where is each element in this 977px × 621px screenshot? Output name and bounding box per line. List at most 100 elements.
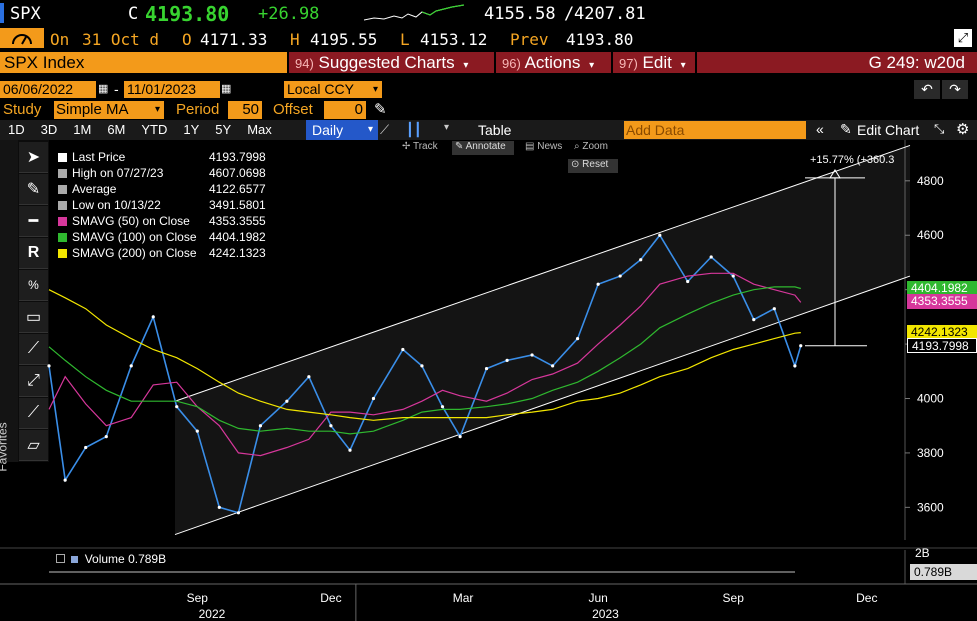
draw-icon[interactable]: ⤡ — [934, 121, 945, 136]
channel-lower-line[interactable] — [174, 275, 911, 536]
rectangle-icon[interactable]: ▭ — [19, 302, 48, 333]
volume-panel — [49, 550, 905, 582]
caret-down-icon[interactable]: ▾ — [444, 122, 450, 133]
frequency-select[interactable]: Daily ▾ — [306, 120, 378, 140]
period-tab-max[interactable]: Max — [247, 122, 272, 137]
period-tab-1m[interactable]: 1M — [73, 122, 92, 137]
price-point — [752, 317, 756, 322]
edit-menu[interactable]: 97) Edit ▾ — [613, 52, 695, 73]
retracement-icon[interactable]: R — [19, 238, 48, 269]
table-button[interactable]: Table — [478, 122, 512, 138]
currency-value: Local CCY — [287, 81, 354, 97]
price-point — [371, 396, 376, 401]
cursor-icon[interactable]: ➤ — [19, 142, 48, 173]
sma200-line — [48, 289, 801, 421]
legend-swatch — [58, 168, 67, 178]
news-tool[interactable]: ▤ News — [525, 141, 563, 152]
start-date-input[interactable]: 06/06/2022 — [0, 81, 96, 98]
volume-legend: Volume 0.789B — [56, 552, 166, 566]
legend-label: High on 07/27/23 — [72, 166, 164, 180]
gear-icon[interactable]: ⚙ — [956, 121, 970, 138]
caret-down-icon: ▾ — [680, 60, 686, 71]
legend-row: SMAVG (200) on Close 4242.1323 — [56, 245, 296, 261]
price-point — [47, 364, 51, 368]
favorites-panel[interactable] — [0, 140, 18, 462]
y-tick-label: 3800 — [917, 446, 944, 460]
legend-row: Low on 10/13/22 3491.5801 — [56, 197, 296, 213]
x-year-label: 2022 — [199, 607, 226, 621]
legend-value: 3491.5801 — [209, 198, 266, 212]
add-data-input[interactable]: Add Data — [624, 121, 806, 139]
period-input[interactable]: 50 — [228, 101, 262, 119]
period-tab-5y[interactable]: 5Y — [215, 122, 232, 137]
reset-tool[interactable]: ⊙ Reset — [568, 159, 618, 173]
trendline-icon[interactable]: ⟋ — [19, 334, 48, 365]
security-field[interactable]: SPX Index — [0, 52, 287, 73]
legend-value: 4193.7998 — [209, 150, 266, 164]
edit-chart-button[interactable]: Edit Chart — [857, 122, 920, 138]
page-code: G 249: w20d — [697, 52, 977, 73]
period-tab-1y[interactable]: 1Y — [183, 122, 200, 137]
price-point — [618, 274, 622, 278]
suggested-charts-menu[interactable]: 94) Suggested Charts ▾ — [289, 52, 494, 73]
gauge-icon[interactable] — [0, 28, 44, 48]
price-point — [484, 366, 489, 371]
price-line — [48, 233, 802, 514]
ray-icon[interactable]: ⟋ — [19, 398, 48, 429]
legend-value: 4404.1982 — [209, 230, 266, 244]
x-month-label: Sep — [723, 591, 745, 605]
pencil-icon[interactable]: ✎ — [374, 101, 387, 118]
calendar-icon[interactable]: ▦ — [221, 83, 232, 95]
collapse-icon[interactable]: « — [816, 121, 824, 137]
chart-legend: Last Price 4193.7998 High on 07/27/23 4607.… — [56, 149, 296, 261]
study-value: Simple MA — [56, 101, 129, 118]
study-select[interactable]: Simple MA ▾ — [54, 101, 164, 119]
price-point — [329, 424, 333, 428]
period-tab-6m[interactable]: 6M — [107, 122, 126, 137]
sma100-line — [48, 286, 801, 435]
price-point — [307, 375, 311, 379]
legend-swatch — [58, 152, 67, 162]
x-month-label: Dec — [320, 591, 341, 605]
price-point — [772, 307, 776, 311]
expand-icon[interactable]: ⤢ — [954, 29, 972, 47]
actions-label: Actions — [524, 53, 581, 72]
volume-color-swatch — [71, 556, 79, 563]
drawing-sidebar: Favorites ➤ ✎ ━ R % ▭ ⟋ ⤢ ⟋ ▱ — [0, 140, 49, 472]
line-chart-icon[interactable]: ⟋ — [380, 122, 390, 137]
offset-input[interactable]: 0 — [324, 101, 366, 119]
horizontal-line-icon[interactable]: ━ — [19, 206, 48, 237]
price-point — [596, 282, 600, 286]
edit-chart-pencil-icon[interactable]: ✎ — [840, 121, 852, 137]
date-bar: 06/06/2022 ▦ - 11/01/2023 ▦ Local CCY ▾ … — [0, 79, 977, 100]
title-bar: SPX Index 94) Suggested Charts ▾ 96) Act… — [0, 50, 977, 74]
price-point — [658, 233, 662, 237]
percent-measure-icon[interactable]: % — [19, 270, 48, 301]
period-tab-3d[interactable]: 3D — [40, 122, 58, 137]
currency-select[interactable]: Local CCY ▾ — [284, 81, 382, 98]
y-tick-label: 3600 — [917, 500, 944, 514]
zoom-label: Zoom — [582, 141, 608, 152]
candle-chart-icon[interactable]: ┃┃ — [406, 122, 422, 137]
channel-upper-line[interactable] — [174, 144, 911, 402]
actions-menu[interactable]: 96) Actions ▾ — [496, 52, 611, 73]
annotate-label: Annotate — [465, 141, 506, 152]
zoom-tool[interactable]: ⌕ Zoom — [574, 141, 608, 152]
redo-icon[interactable]: ↷ — [942, 80, 968, 99]
undo-icon[interactable]: ↶ — [914, 80, 940, 99]
legend-row: High on 07/27/23 4607.0698 — [56, 165, 296, 181]
pen-icon[interactable]: ✎ — [19, 174, 48, 205]
arrow-line-icon[interactable]: ⤢ — [19, 366, 48, 397]
price-point — [799, 344, 803, 348]
channel-icon[interactable]: ▱ — [19, 430, 48, 461]
edit-label: Edit — [642, 53, 672, 72]
annotate-tool[interactable]: ✎ Annotate — [452, 141, 514, 155]
price-tag: 4404.1982 — [907, 280, 977, 296]
track-tool[interactable]: ✢ Track — [402, 141, 438, 152]
period-tab-ytd[interactable]: YTD — [141, 122, 168, 137]
calendar-icon[interactable]: ▦ — [98, 83, 109, 95]
price-point — [458, 434, 462, 439]
caret-down-icon: ▾ — [367, 124, 373, 135]
end-date-input[interactable]: 11/01/2023 — [124, 81, 220, 98]
period-tab-1d[interactable]: 1D — [8, 122, 25, 137]
